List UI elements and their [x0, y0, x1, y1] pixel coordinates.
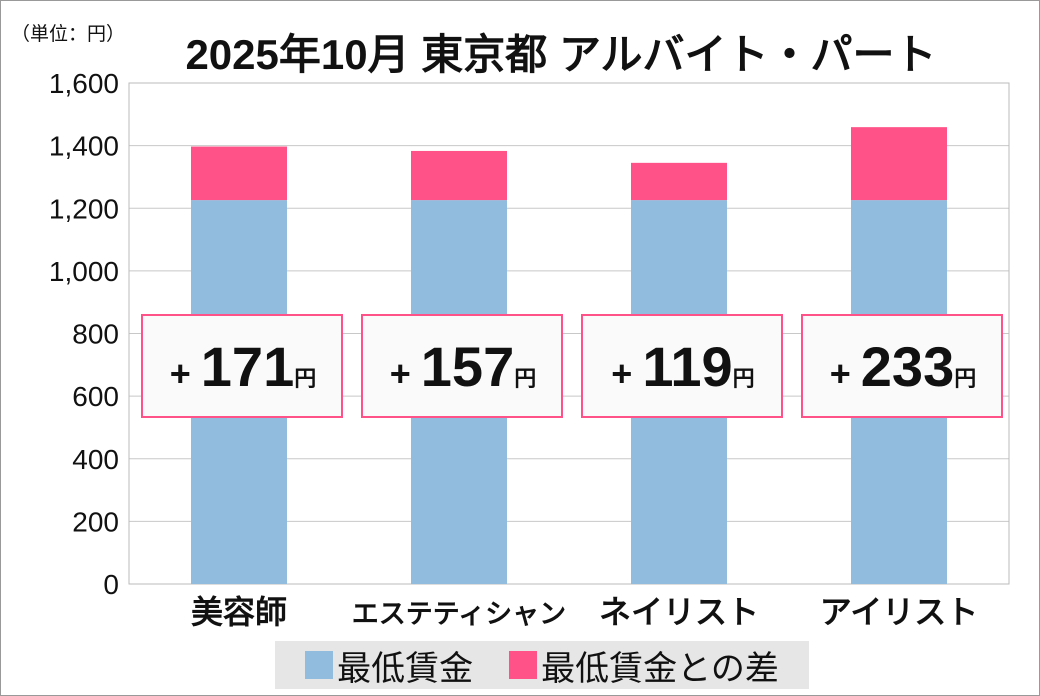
plot-area [128, 82, 1010, 585]
x-category-label: アイリスト [820, 594, 978, 630]
annotation-label: + 233円 [830, 335, 976, 398]
legend: 最低賃金 最低賃金との差 [275, 641, 809, 689]
x-category-label: ネイリスト [599, 594, 759, 630]
bar-difference [411, 150, 507, 201]
annotation-label: + 171円 [170, 335, 316, 398]
y-tick-label: 1,200 [49, 193, 119, 224]
x-category-label: 美容師 [191, 594, 287, 630]
chart-title: 2025年10月 東京都 アルバイト・パート [185, 31, 937, 78]
legend-swatch-min-wage [305, 651, 334, 679]
unit-label: （単位：円） [11, 24, 126, 45]
y-tick-label: 800 [72, 319, 119, 350]
bar-difference [851, 127, 947, 201]
x-category-label: エステティシャン [352, 599, 566, 629]
annotation-label: + 157円 [390, 335, 536, 398]
bar-difference [631, 162, 727, 201]
legend-swatch-difference [509, 651, 538, 679]
y-tick-label: 0 [103, 569, 119, 600]
legend-item-min-wage: 最低賃金 [305, 641, 473, 690]
annotation-label: + 119円 [611, 335, 754, 398]
annotation-box [581, 314, 783, 418]
y-tick-label: 600 [72, 381, 119, 412]
y-tick-label: 1,400 [49, 131, 119, 162]
bar-difference [191, 146, 287, 201]
y-tick-label: 200 [72, 506, 119, 537]
y-tick-label: 400 [72, 444, 119, 475]
legend-item-difference: 最低賃金との差 [509, 641, 779, 690]
y-tick-label: 1,000 [49, 256, 119, 287]
y-tick-label: 1,600 [49, 68, 119, 99]
annotation-box [361, 314, 563, 418]
legend-label: 最低賃金との差 [541, 649, 779, 688]
legend-label: 最低賃金 [337, 649, 474, 688]
annotation-box [801, 314, 1003, 418]
annotation-box [141, 314, 343, 418]
